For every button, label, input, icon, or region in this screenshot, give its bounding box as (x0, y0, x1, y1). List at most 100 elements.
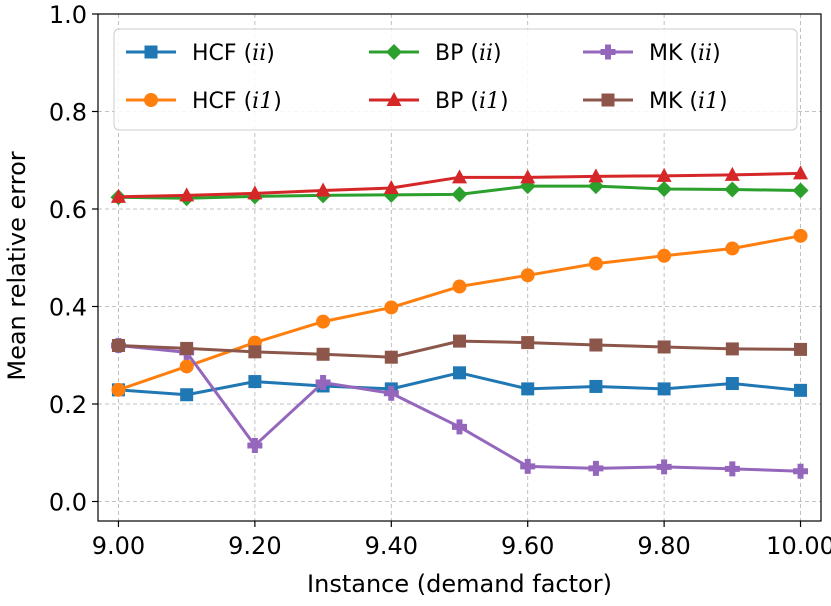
plot-frame (97, 13, 822, 522)
series-mk-i1 (111, 334, 808, 364)
legend-item: MK (ii) (583, 41, 721, 66)
data-point (247, 185, 263, 200)
data-point (724, 181, 741, 198)
data-point (384, 350, 398, 364)
data-point (794, 383, 808, 397)
data-point (451, 186, 468, 203)
legend: HCF (ii) HCF (i1) BP (ii) BP (i1) MK (ii) MK … (113, 28, 798, 131)
data-point (657, 248, 672, 263)
legend-label-main: MK (649, 89, 689, 114)
data-point (793, 165, 809, 180)
data-point (452, 279, 467, 294)
data-point (247, 437, 263, 453)
legend-marker (144, 93, 158, 107)
axis-ticks: 9.00 9.20 9.40 9.60 9.80 10.00 0.0 0.2 0.4 0.6 0.8… (49, 1, 831, 560)
legend-marker (601, 93, 615, 107)
legend-label-main: BP (435, 89, 470, 114)
data-point (316, 314, 331, 329)
data-point (179, 187, 195, 202)
legend-label-paren: i1 (479, 89, 500, 114)
x-tick-label: 9.60 (501, 532, 554, 560)
legend-label: BP (i1) (435, 89, 509, 114)
legend-marker (144, 45, 158, 59)
legend-label: MK (i1) (649, 89, 728, 114)
data-point (588, 168, 604, 183)
legend-label-paren: i1 (698, 89, 719, 114)
legend-label-paren: i1 (252, 89, 273, 114)
data-point (383, 180, 399, 195)
data-point (316, 347, 330, 361)
legend-label-paren: ii (252, 41, 266, 66)
data-point (315, 375, 331, 391)
data-point (248, 345, 262, 359)
data-point (725, 241, 740, 256)
data-point (588, 460, 604, 476)
data-point (793, 463, 809, 479)
data-point (520, 268, 535, 283)
data-point (589, 379, 603, 393)
series-hcf-ii (111, 366, 808, 402)
data-point (656, 167, 672, 182)
legend-label: MK (ii) (649, 41, 721, 66)
data-point (453, 366, 466, 380)
data-point (656, 459, 672, 475)
legend-marker (386, 44, 402, 60)
data-point (111, 382, 126, 397)
data-point (110, 188, 126, 203)
legend-label-main: HCF (192, 89, 244, 114)
series-bp-i1 (110, 165, 809, 203)
legend-label: HCF (i1) (192, 89, 282, 114)
x-tick-label: 10.00 (766, 532, 831, 560)
legend-item: BP (ii) (369, 41, 502, 66)
legend-label: HCF (ii) (192, 41, 275, 66)
x-tick-label: 9.80 (637, 532, 690, 560)
y-tick-label: 1.0 (49, 1, 87, 29)
data-point (724, 166, 740, 181)
legend-item: MK (i1) (583, 89, 728, 114)
y-tick-label: 0.0 (49, 489, 87, 517)
y-tick-label: 0.6 (49, 196, 87, 224)
data-point (792, 182, 809, 199)
legend-label-paren: ii (479, 41, 493, 66)
data-point (383, 385, 399, 401)
data-point (111, 339, 125, 352)
legend-label-paren: ii (698, 41, 712, 66)
x-tick-label: 9.20 (228, 532, 281, 560)
data-point (179, 359, 194, 374)
x-axis-label: Instance (demand factor) (307, 570, 612, 598)
x-tick-label: 9.40 (365, 532, 418, 560)
data-point (453, 334, 466, 348)
legend-label-main: MK (649, 41, 689, 66)
legend-marker (386, 92, 402, 106)
data-point (657, 340, 671, 354)
data-point (452, 419, 467, 435)
legend-box (113, 28, 798, 131)
data-point (588, 256, 603, 271)
data-point (724, 461, 740, 477)
data-point (520, 169, 536, 184)
series-line (118, 344, 801, 473)
data-point (793, 228, 808, 243)
data-point (521, 382, 535, 396)
legend-item: HCF (ii) (126, 41, 275, 66)
data-point (657, 382, 671, 396)
legend-label-main: HCF (192, 41, 244, 66)
series-mk-ii (110, 338, 809, 479)
legend-item: BP (i1) (369, 89, 509, 114)
data-point (180, 341, 194, 355)
data-point (180, 388, 194, 402)
data-point (521, 336, 535, 350)
series-layer (110, 165, 809, 479)
data-point (520, 458, 536, 474)
data-point (794, 342, 808, 356)
data-point (656, 181, 673, 198)
x-tick-label: 9.00 (92, 532, 145, 560)
data-point (248, 375, 262, 389)
legend-label-main: BP (435, 41, 470, 66)
legend-label: BP (ii) (435, 41, 502, 66)
y-tick-label: 0.4 (49, 294, 87, 322)
data-point (725, 377, 739, 391)
legend-marker (600, 44, 616, 60)
data-point (452, 169, 467, 184)
data-point (315, 182, 331, 197)
